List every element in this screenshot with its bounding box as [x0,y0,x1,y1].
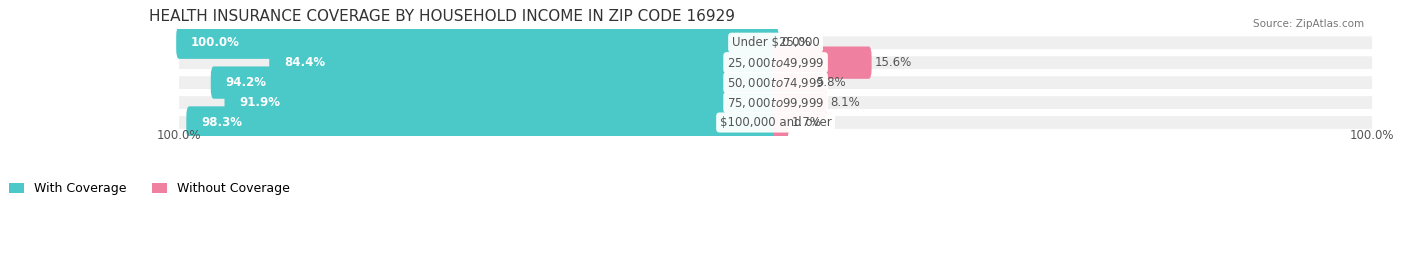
FancyBboxPatch shape [179,36,776,49]
Text: 1.7%: 1.7% [792,116,821,129]
Text: 100.0%: 100.0% [1350,129,1395,142]
FancyBboxPatch shape [776,56,1372,69]
Text: 91.9%: 91.9% [239,96,280,109]
FancyBboxPatch shape [776,116,1372,129]
Text: 15.6%: 15.6% [875,56,912,69]
FancyBboxPatch shape [269,47,779,79]
Text: 100.0%: 100.0% [157,129,201,142]
Text: 100.0%: 100.0% [191,36,240,49]
FancyBboxPatch shape [773,106,789,139]
FancyBboxPatch shape [773,47,872,79]
Text: 8.1%: 8.1% [830,96,859,109]
Text: $75,000 to $99,999: $75,000 to $99,999 [727,95,824,109]
Text: 84.4%: 84.4% [284,56,325,69]
FancyBboxPatch shape [211,66,779,99]
FancyBboxPatch shape [179,76,776,89]
FancyBboxPatch shape [776,36,1372,49]
Text: $100,000 and over: $100,000 and over [720,116,831,129]
FancyBboxPatch shape [179,96,776,109]
FancyBboxPatch shape [773,66,813,99]
Text: 5.8%: 5.8% [815,76,846,89]
Text: 0.0%: 0.0% [782,36,811,49]
FancyBboxPatch shape [187,106,779,139]
Text: 98.3%: 98.3% [201,116,242,129]
Text: Under $25,000: Under $25,000 [731,36,820,49]
Text: $25,000 to $49,999: $25,000 to $49,999 [727,56,824,70]
Legend: With Coverage, Without Coverage: With Coverage, Without Coverage [4,177,294,200]
FancyBboxPatch shape [179,56,776,69]
FancyBboxPatch shape [179,116,776,129]
Text: HEALTH INSURANCE COVERAGE BY HOUSEHOLD INCOME IN ZIP CODE 16929: HEALTH INSURANCE COVERAGE BY HOUSEHOLD I… [149,9,735,24]
FancyBboxPatch shape [776,96,1372,109]
FancyBboxPatch shape [773,86,827,119]
Text: 94.2%: 94.2% [226,76,267,89]
FancyBboxPatch shape [776,76,1372,89]
Text: $50,000 to $74,999: $50,000 to $74,999 [727,76,824,90]
FancyBboxPatch shape [225,86,779,119]
Text: Source: ZipAtlas.com: Source: ZipAtlas.com [1253,19,1364,29]
FancyBboxPatch shape [176,27,779,59]
